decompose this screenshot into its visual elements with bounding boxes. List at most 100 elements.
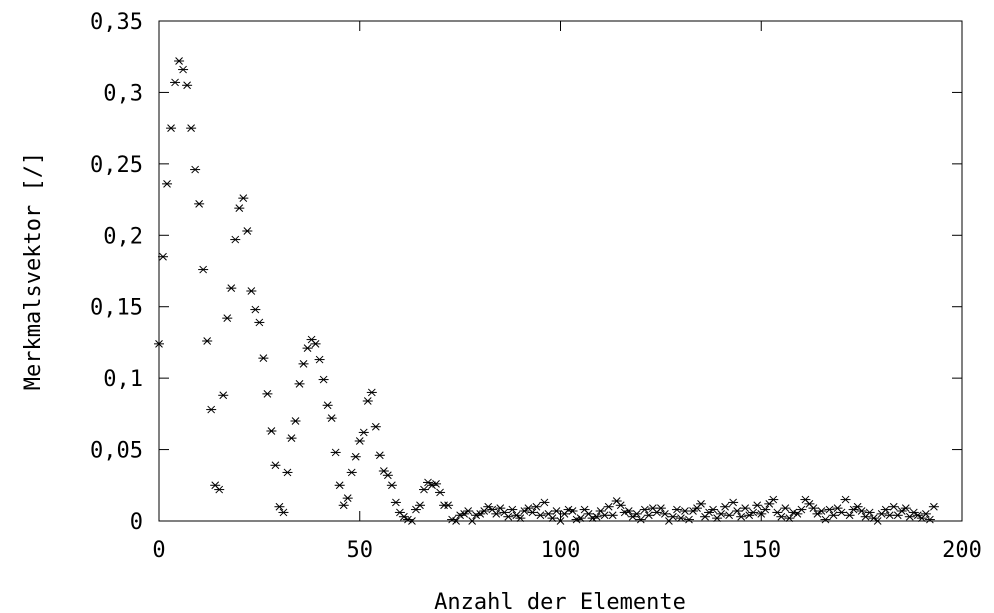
data-point	[507, 505, 518, 514]
data-point	[720, 502, 731, 511]
data-point	[675, 514, 686, 522]
data-point	[539, 498, 550, 507]
data-point	[515, 514, 526, 522]
data-point	[683, 515, 694, 524]
data-point	[740, 504, 751, 512]
data-point	[836, 508, 847, 517]
data-point	[334, 481, 345, 490]
y-tick-label: 0	[130, 510, 143, 535]
data-point	[222, 314, 233, 322]
data-point	[804, 500, 815, 508]
data-point	[218, 391, 229, 400]
data-point	[423, 478, 434, 487]
data-point	[667, 512, 678, 521]
data-point	[350, 452, 361, 461]
data-point	[286, 434, 297, 442]
data-point	[386, 481, 397, 490]
data-point	[631, 510, 642, 518]
data-point	[378, 467, 389, 475]
data-point	[302, 344, 313, 352]
data-point	[623, 507, 634, 515]
data-point	[784, 514, 795, 522]
data-point	[238, 194, 249, 202]
data-point	[928, 502, 939, 511]
data-point	[390, 498, 401, 507]
data-point	[663, 517, 674, 525]
data-point	[210, 481, 221, 490]
data-point	[808, 504, 819, 512]
y-tick-label: 0,05	[90, 439, 143, 464]
data-point	[162, 180, 173, 188]
data-point	[856, 507, 867, 515]
data-point	[659, 510, 670, 518]
data-point	[820, 515, 831, 524]
data-point	[278, 508, 289, 517]
data-point	[824, 505, 835, 514]
data-point	[483, 502, 494, 511]
data-point	[671, 505, 682, 514]
data-point	[728, 498, 739, 507]
data-point	[603, 502, 614, 511]
data-point	[900, 504, 911, 512]
axis-ticks	[158, 20, 963, 522]
data-point	[402, 515, 413, 524]
data-point	[455, 511, 466, 520]
data-point	[531, 502, 542, 511]
y-axis-label: Merkmalsvektor [/]	[21, 152, 46, 390]
data-point	[322, 401, 333, 410]
data-point	[310, 340, 321, 348]
data-point	[511, 511, 522, 520]
data-point	[643, 511, 654, 520]
data-point	[366, 388, 377, 397]
data-point	[503, 512, 514, 521]
data-point	[748, 508, 759, 517]
data-point	[591, 512, 602, 521]
data-point	[587, 514, 598, 522]
data-point	[844, 511, 855, 520]
data-point	[788, 508, 799, 517]
data-point	[202, 337, 213, 345]
data-point	[736, 512, 747, 521]
data-point	[920, 510, 931, 518]
data-point	[547, 514, 558, 522]
data-point	[398, 512, 409, 521]
data-point	[687, 507, 698, 515]
data-point	[579, 505, 590, 514]
x-tick-label: 200	[942, 538, 982, 563]
data-point	[370, 422, 381, 431]
data-point	[282, 468, 293, 477]
y-tick-label: 0,1	[103, 367, 143, 392]
data-point	[178, 65, 189, 74]
data-point	[394, 508, 405, 517]
data-point	[338, 501, 349, 510]
data-point	[427, 481, 438, 490]
data-point	[382, 471, 393, 480]
data-point	[800, 495, 811, 504]
data-point	[354, 437, 365, 445]
data-point	[892, 511, 903, 520]
data-point	[298, 360, 309, 368]
data-point	[896, 507, 907, 515]
data-point	[744, 511, 755, 520]
data-point	[627, 512, 638, 521]
y-tick-label: 0,35	[90, 10, 143, 35]
data-point	[495, 504, 506, 512]
data-point	[752, 501, 763, 510]
data-point	[912, 511, 923, 520]
data-point	[342, 494, 353, 502]
data-point	[812, 510, 823, 518]
data-point	[467, 517, 478, 525]
data-point	[619, 508, 630, 517]
data-point	[414, 501, 425, 510]
data-points	[154, 57, 939, 525]
data-point	[158, 252, 169, 261]
data-point	[655, 504, 666, 512]
y-tick-label: 0,3	[103, 81, 143, 106]
data-point	[266, 427, 277, 435]
data-point	[346, 468, 357, 477]
data-point	[876, 510, 887, 518]
data-point	[864, 508, 875, 517]
data-point	[431, 480, 442, 488]
data-point	[575, 514, 586, 522]
